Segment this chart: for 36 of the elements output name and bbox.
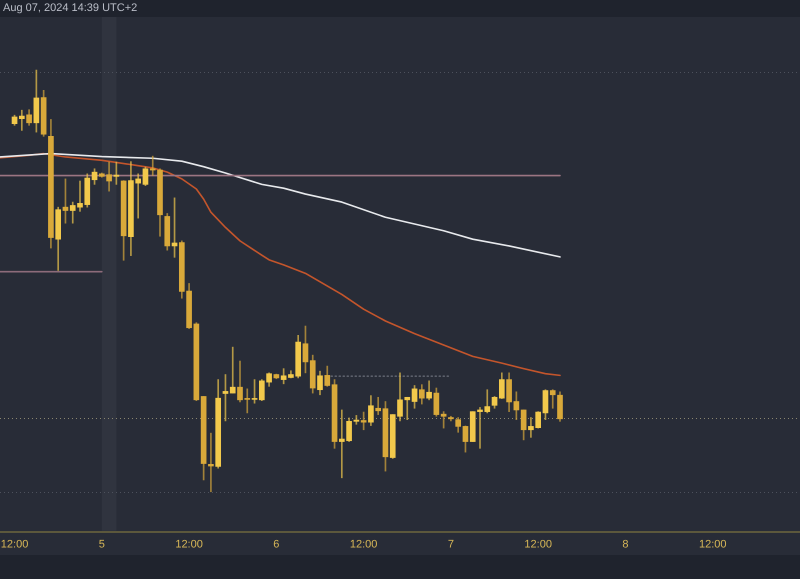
- x-tick-label: 12:00: [0, 538, 28, 550]
- candlestick: [34, 70, 40, 132]
- candlestick: [40, 90, 46, 137]
- candlestick: [368, 395, 374, 426]
- x-tick-label: 8: [622, 538, 629, 550]
- candlestick: [178, 240, 185, 299]
- x-tick-label: 12:00: [175, 538, 203, 550]
- candlestick: [434, 388, 440, 417]
- candlestick: [317, 370, 323, 396]
- candlestick: [215, 379, 222, 468]
- candlestick: [128, 161, 134, 256]
- candlestick: [98, 172, 105, 178]
- candlestick: [164, 213, 170, 250]
- candlestick: [172, 198, 178, 258]
- candlestick: [62, 178, 68, 224]
- x-tick-label: 6: [273, 538, 280, 550]
- candlestick: [106, 162, 112, 192]
- candlestick: [426, 380, 432, 400]
- candlestick: [120, 180, 126, 261]
- candlestick: [48, 119, 54, 248]
- candlestick: [295, 334, 302, 378]
- x-tick-label: 5: [98, 538, 105, 550]
- x-tick-label: 12:00: [698, 538, 726, 550]
- candlestick: [55, 206, 62, 271]
- x-tick-label: 7: [448, 538, 454, 550]
- candlestick: [360, 412, 366, 430]
- x-tick-label: 12:00: [350, 538, 378, 550]
- candlestick: [528, 417, 534, 438]
- candlestick: [200, 396, 206, 480]
- candlestick: [418, 384, 425, 404]
- candlestick: [520, 410, 526, 440]
- candlestick: [557, 391, 563, 422]
- candlestick: [208, 432, 214, 492]
- x-tick-label: 12:00: [524, 538, 552, 550]
- candlestick: [338, 410, 345, 478]
- chart-title: Aug 07, 2024 14:39 UTC+2: [0, 0, 800, 17]
